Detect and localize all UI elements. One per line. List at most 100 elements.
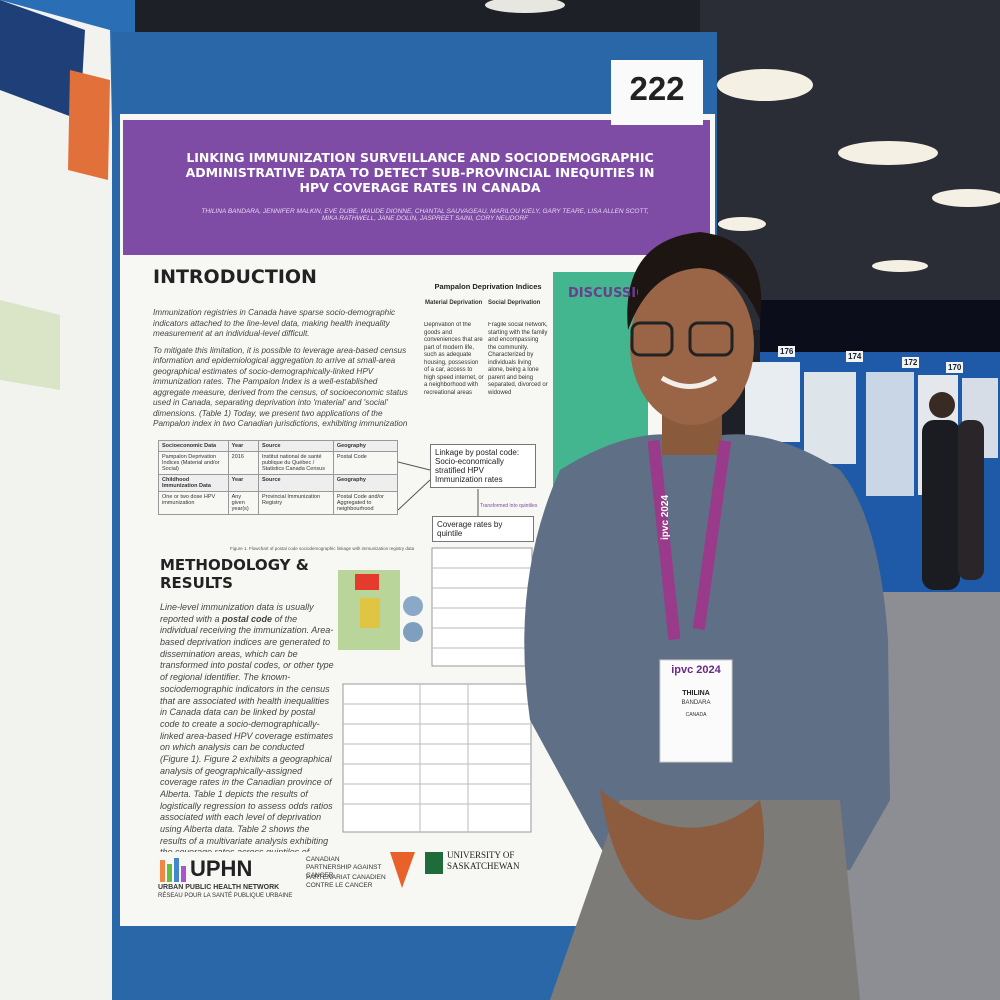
cell: Year [227, 474, 259, 492]
map-inset [403, 596, 423, 616]
pampalon-heading: Pampalon Deprivation Indices [434, 282, 542, 291]
cell: Source [257, 474, 334, 492]
flow-box: Linkage by postal code: Socio-economical… [430, 444, 536, 488]
booth-number: 170 [946, 362, 964, 373]
glasses [688, 321, 734, 357]
uphn-logo-bar [160, 860, 165, 882]
cell: 2016 [227, 451, 259, 475]
section-heading: METHODOLOGY & RESULTS [160, 556, 309, 592]
cell: Childhood Immunization Data [158, 474, 229, 492]
table-row: Pampalon Deprivation Indices (Material a… [158, 451, 399, 475]
table-row: One or two dose HPV immunization Any give… [158, 491, 399, 515]
pampalon-subheading: Material Deprivation [425, 300, 483, 306]
cpac-logo [390, 852, 415, 888]
data-table: Socioeconomic Data Year Source Geography Pa… [158, 440, 399, 515]
booth-number: 174 [846, 351, 864, 362]
cell: Postal Code [332, 451, 399, 475]
left-poster [0, 0, 130, 1000]
usask-crest [425, 852, 443, 874]
text: of the individual receiving the immuniza… [160, 613, 334, 852]
uphn-logo-bar [174, 858, 179, 882]
text: Line-level immunization data is usually … [160, 602, 314, 624]
badge-last-name: BANDARA [681, 700, 711, 706]
map-inset [403, 622, 423, 642]
poster-authors: THILINA BANDARA, JENNIFER MALKIN, EVE DU… [201, 208, 649, 222]
cell: Year [227, 440, 259, 452]
badge-card [659, 659, 733, 763]
smile [660, 375, 718, 389]
cell: Postal Code and/or Aggregated to neighbo… [332, 491, 399, 515]
left-poster-header [0, 0, 85, 120]
cell: Geography [332, 474, 399, 492]
person-hands [600, 790, 764, 920]
booth-number-main: 222 [629, 70, 685, 107]
cell: Geography [332, 440, 399, 452]
cell: Socioeconomic Data [158, 440, 229, 452]
lanyard-strap [647, 439, 681, 641]
distant-person [922, 420, 960, 590]
logo-text: PARTENARIAT CANADIEN CONTRE LE CANCER [306, 874, 386, 889]
cell: One or two dose HPV immunization [158, 491, 229, 515]
section-heading: DISCUSSION [568, 286, 638, 301]
booth-number: 176 [778, 346, 796, 357]
distant-person [958, 420, 984, 580]
uphn-logo-bar [167, 864, 172, 882]
logo-text: CANADIAN PARTNERSHIP AGAINST CANCER [306, 856, 382, 879]
logo-text: RÉSEAU POUR LA SANTÉ PUBLIQUE URBAINE [158, 893, 293, 899]
ceiling-lamp [485, 0, 565, 13]
map-region [360, 598, 380, 628]
ceiling-lamp [872, 260, 928, 272]
badge-first-name: THILINA [682, 690, 710, 697]
cell: Source [257, 440, 334, 452]
ceiling-lamp [932, 189, 1000, 207]
results-table-lines [343, 567, 532, 832]
glasses [630, 321, 674, 357]
paragraph: Immunization registries in Canada have s… [153, 308, 396, 338]
cell: Provincial Immunization Registry [257, 491, 334, 515]
logo-text: UPHN [190, 856, 253, 881]
map-region [355, 574, 379, 590]
methodology-text: Line-level immunization data is usually … [160, 602, 335, 852]
left-poster-box [0, 300, 60, 390]
booth-number: 172 [902, 357, 920, 368]
badge-event: ipvc 2024 [671, 664, 721, 676]
lanyard-strap [692, 440, 732, 630]
distant-person [929, 392, 955, 418]
pampalon-text: Fragile social network, starting with th… [488, 322, 548, 396]
starry-wall [760, 300, 1000, 360]
paragraph: To mitigate this limitation, it is possi… [153, 345, 408, 429]
flow-box: Coverage rates by quintile [432, 516, 534, 542]
person-shirt [524, 434, 890, 880]
ceiling-lamp [717, 69, 813, 101]
flow-arrow [397, 461, 431, 471]
logo-text: URBAN PUBLIC HEALTH NETWORK [158, 884, 280, 891]
cell: Pampalon Deprivation Indices (Material a… [158, 451, 229, 475]
flow-label: Transformed into quintiles [480, 503, 538, 509]
booth-plate [611, 60, 703, 125]
logo-text: UNIVERSITY OF SASKATCHEWAN [447, 850, 520, 871]
distant-poster [745, 362, 800, 442]
person-face [630, 265, 754, 425]
uphn-logo-bar [181, 866, 186, 882]
table-header: Childhood Immunization Data Year Source Geo… [158, 474, 399, 492]
badge-country: CANADA [685, 712, 707, 718]
section-heading: INTRODUCTION [153, 266, 317, 288]
results-table [342, 683, 532, 833]
ceiling-lamp [718, 217, 766, 231]
distant-poster [866, 372, 914, 496]
left-poster-accent [68, 70, 110, 180]
cell: Institut national de santé publique du Q… [257, 451, 334, 475]
person-hair [627, 232, 762, 330]
poster-header [123, 120, 710, 255]
figure-caption: Figure 1. Flowchart of postal code socio… [230, 546, 415, 551]
table-header: Socioeconomic Data Year Source Geography [158, 440, 399, 452]
poster-title: LINKING IMMUNIZATION SURVEILLANCE AND SO… [185, 150, 655, 195]
intro-text: Immunization registries in Canada have s… [153, 308, 415, 428]
pampalon-text: Deprivation of the goods and convenience… [424, 322, 484, 396]
flow-arrow [397, 479, 431, 511]
ceiling-lamp [838, 141, 938, 165]
cell: Any given year(s) [227, 491, 259, 515]
distant-poster [804, 372, 856, 464]
